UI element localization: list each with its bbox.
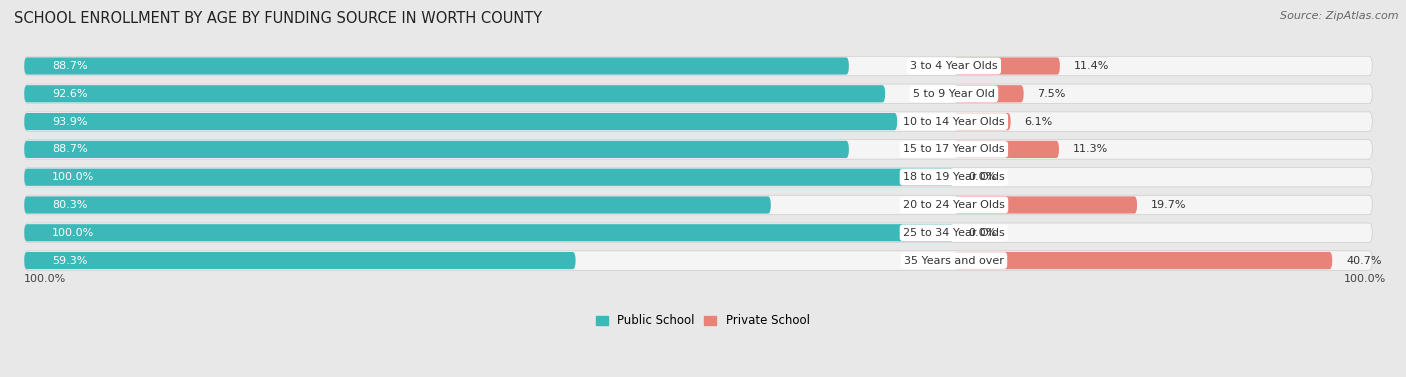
Text: 100.0%: 100.0% xyxy=(52,172,94,182)
FancyBboxPatch shape xyxy=(24,113,897,130)
Text: 11.3%: 11.3% xyxy=(1073,144,1108,155)
Text: 0.0%: 0.0% xyxy=(967,228,995,238)
Text: 80.3%: 80.3% xyxy=(52,200,87,210)
Text: 100.0%: 100.0% xyxy=(52,228,94,238)
FancyBboxPatch shape xyxy=(24,112,1372,131)
Text: 100.0%: 100.0% xyxy=(1344,274,1386,285)
FancyBboxPatch shape xyxy=(24,139,1372,159)
Text: 6.1%: 6.1% xyxy=(1025,116,1053,127)
FancyBboxPatch shape xyxy=(24,223,1372,242)
Text: 88.7%: 88.7% xyxy=(52,144,87,155)
FancyBboxPatch shape xyxy=(24,56,1372,76)
Text: 7.5%: 7.5% xyxy=(1038,89,1066,99)
FancyBboxPatch shape xyxy=(24,84,1372,104)
Text: 3 to 4 Year Olds: 3 to 4 Year Olds xyxy=(910,61,998,71)
FancyBboxPatch shape xyxy=(24,196,770,214)
Text: 25 to 34 Year Olds: 25 to 34 Year Olds xyxy=(903,228,1005,238)
Text: 10 to 14 Year Olds: 10 to 14 Year Olds xyxy=(903,116,1005,127)
Text: 11.4%: 11.4% xyxy=(1074,61,1109,71)
FancyBboxPatch shape xyxy=(953,57,1060,75)
FancyBboxPatch shape xyxy=(24,251,1372,270)
Text: 93.9%: 93.9% xyxy=(52,116,87,127)
FancyBboxPatch shape xyxy=(953,196,1137,214)
FancyBboxPatch shape xyxy=(953,252,1333,269)
Text: 0.0%: 0.0% xyxy=(967,172,995,182)
FancyBboxPatch shape xyxy=(24,169,953,186)
Text: 35 Years and over: 35 Years and over xyxy=(904,256,1004,265)
Text: 20 to 24 Year Olds: 20 to 24 Year Olds xyxy=(903,200,1005,210)
Text: 15 to 17 Year Olds: 15 to 17 Year Olds xyxy=(903,144,1005,155)
Text: 5 to 9 Year Old: 5 to 9 Year Old xyxy=(912,89,995,99)
Text: 40.7%: 40.7% xyxy=(1346,256,1382,265)
Text: Source: ZipAtlas.com: Source: ZipAtlas.com xyxy=(1281,11,1399,21)
Legend: Public School, Private School: Public School, Private School xyxy=(596,314,810,328)
Text: SCHOOL ENROLLMENT BY AGE BY FUNDING SOURCE IN WORTH COUNTY: SCHOOL ENROLLMENT BY AGE BY FUNDING SOUR… xyxy=(14,11,543,26)
Text: 88.7%: 88.7% xyxy=(52,61,87,71)
Text: 92.6%: 92.6% xyxy=(52,89,87,99)
FancyBboxPatch shape xyxy=(953,113,1011,130)
Text: 100.0%: 100.0% xyxy=(24,274,66,285)
FancyBboxPatch shape xyxy=(24,57,849,75)
Text: 59.3%: 59.3% xyxy=(52,256,87,265)
Text: 19.7%: 19.7% xyxy=(1152,200,1187,210)
FancyBboxPatch shape xyxy=(24,85,886,103)
FancyBboxPatch shape xyxy=(953,85,1024,103)
FancyBboxPatch shape xyxy=(24,141,849,158)
FancyBboxPatch shape xyxy=(24,167,1372,187)
FancyBboxPatch shape xyxy=(953,141,1059,158)
FancyBboxPatch shape xyxy=(24,252,575,269)
Text: 18 to 19 Year Olds: 18 to 19 Year Olds xyxy=(903,172,1005,182)
FancyBboxPatch shape xyxy=(24,224,953,241)
FancyBboxPatch shape xyxy=(24,195,1372,215)
